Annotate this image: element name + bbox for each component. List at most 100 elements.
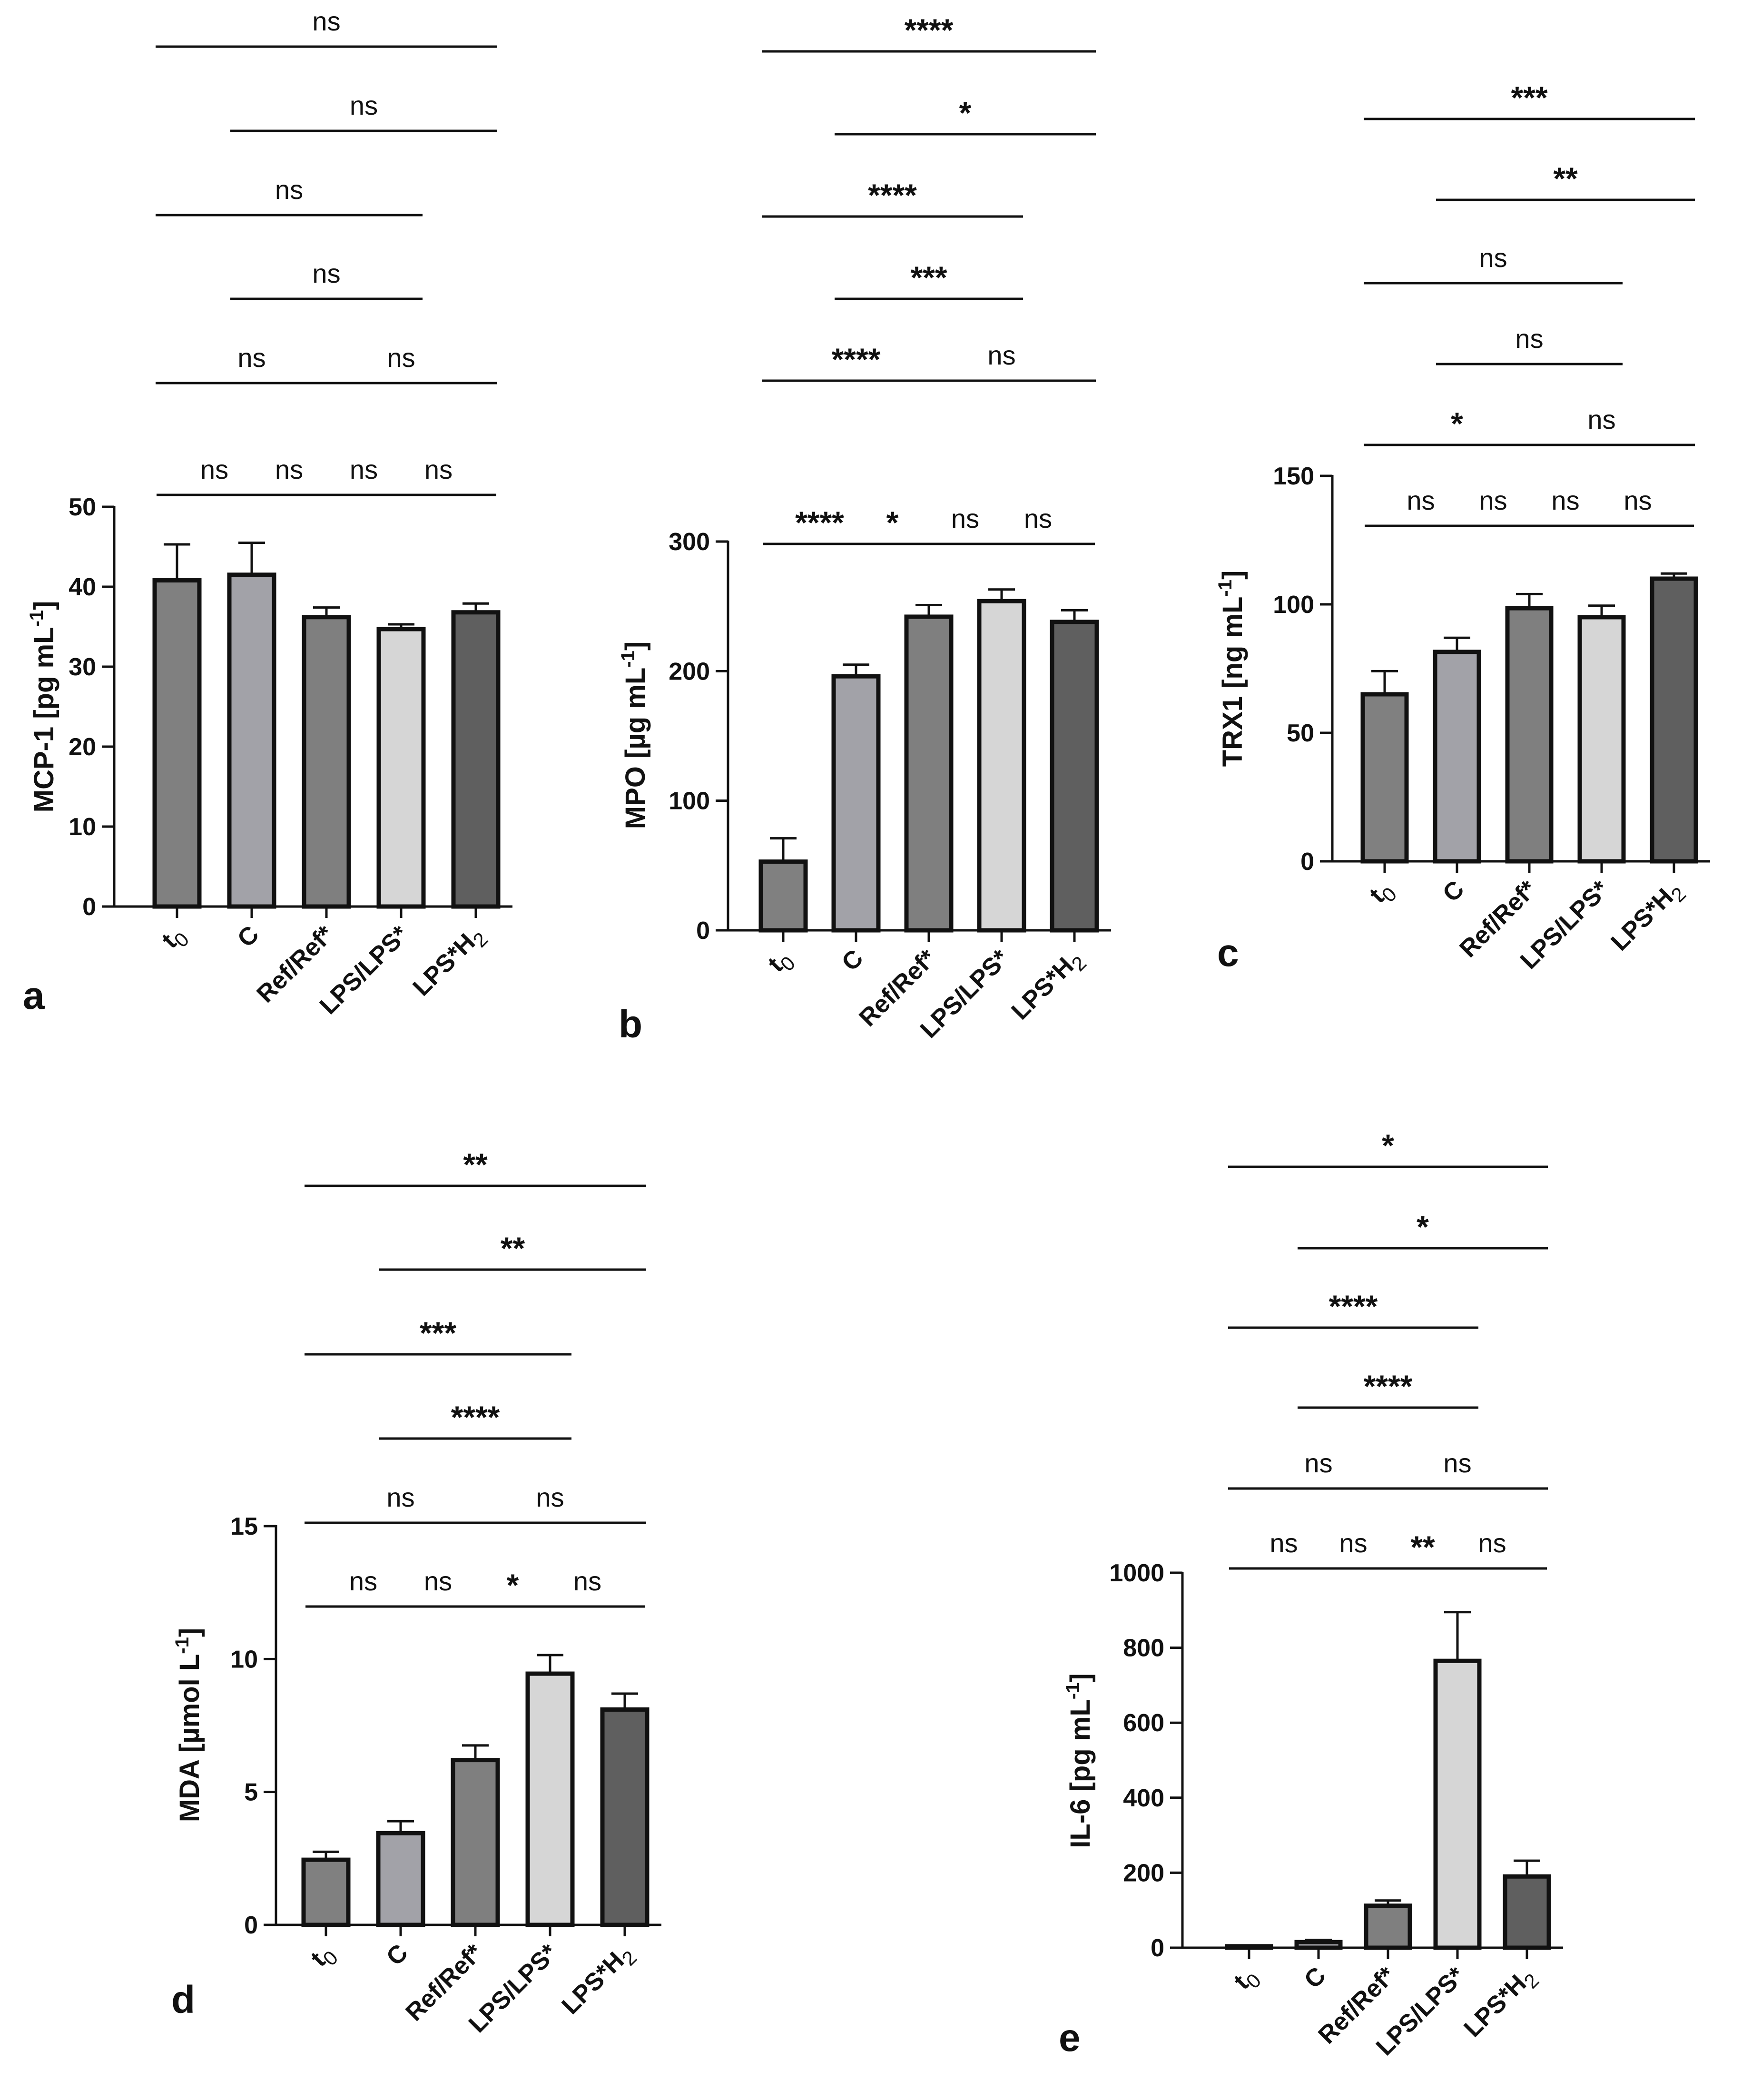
y-tick-label: 0: [244, 1912, 258, 1939]
bar-t0: [301, 1857, 351, 1927]
significance-label: ns: [987, 340, 1015, 370]
x-tick-label-t0: t0: [1364, 875, 1401, 912]
y-tick-label: 600: [1123, 1709, 1164, 1737]
significance-label: ****: [795, 505, 844, 540]
panel-letter: d: [171, 1978, 195, 2021]
x-tick-label-C: C: [1299, 1962, 1331, 1994]
y-tick-label: 0: [1300, 848, 1314, 876]
bar-C: [1294, 1940, 1343, 1950]
significance-label: ns: [349, 1566, 377, 1596]
significance-label: ****: [832, 342, 881, 377]
significance-label: ns: [312, 258, 340, 288]
significance-label: ns: [237, 343, 266, 373]
significance-label: ****: [868, 177, 917, 213]
x-tick-label-LPS*H2: LPS*H2: [1459, 1962, 1544, 2046]
bar-t0: [1360, 692, 1409, 864]
significance-label: ns: [386, 1482, 414, 1512]
significance-label: ns: [387, 343, 415, 373]
x-tick-label-C: C: [232, 920, 265, 953]
significance-label: ns: [1515, 324, 1543, 354]
significance-label: ****: [1364, 1369, 1413, 1404]
significance-label: ns: [1024, 503, 1052, 533]
x-tick-label-LPS*H2: LPS*H2: [408, 920, 492, 1005]
significance-label: ns: [951, 503, 979, 533]
bar-LPS/LPS*: [1433, 1658, 1482, 1950]
y-tick-label: 100: [1273, 591, 1314, 619]
significance-label: ns: [424, 454, 453, 484]
y-tick-label: 15: [230, 1513, 258, 1540]
bar-Ref/Ref*: [451, 1758, 500, 1927]
x-tick-label-LPS*H2: LPS*H2: [557, 1939, 641, 2023]
bar-LPS/LPS*: [376, 627, 426, 909]
significance-label: ns: [275, 175, 303, 205]
bar-LPS/LPS*: [1577, 615, 1626, 864]
significance-label: ns: [312, 6, 340, 36]
significance-label: *: [886, 505, 899, 540]
significance-label: ns: [1479, 485, 1507, 515]
y-tick-label: 50: [1287, 720, 1314, 747]
bar-t0: [152, 578, 202, 909]
bar-C: [227, 572, 276, 909]
panel-letter: e: [1059, 2016, 1081, 2060]
bar-C: [376, 1831, 425, 1927]
y-tick-label: 400: [1123, 1785, 1164, 1812]
significance-label: ns: [1304, 1448, 1332, 1478]
y-tick-label: 1000: [1109, 1559, 1164, 1587]
significance-label: ns: [1443, 1448, 1471, 1478]
bar-LPS*H2: [600, 1707, 650, 1927]
bar-LPS*H2: [451, 610, 501, 909]
panel-letter: a: [23, 974, 45, 1017]
y-tick-label: 800: [1123, 1635, 1164, 1662]
significance-label: ***: [420, 1315, 456, 1351]
significance-label: ns: [424, 1566, 452, 1596]
x-tick-label-t0: t0: [763, 944, 800, 981]
y-axis-label: MCP-1 [pg mL-1]: [26, 601, 59, 813]
bar-t0: [758, 859, 808, 933]
y-axis-label: TRX1 [ng mL-1]: [1215, 571, 1248, 767]
y-tick-label: 200: [1123, 1859, 1164, 1887]
bar-LPS*H2: [1050, 620, 1099, 933]
significance-label: ***: [910, 260, 947, 295]
x-tick-label-t0: t0: [157, 920, 194, 957]
y-tick-label: 0: [82, 893, 96, 921]
bar-Ref/Ref*: [1364, 1903, 1412, 1950]
significance-label: ****: [1329, 1289, 1378, 1324]
bar-Ref/Ref*: [302, 615, 351, 909]
panel-letter: b: [619, 1003, 642, 1046]
x-tick-label-LPS*H2: LPS*H2: [1006, 944, 1091, 1029]
significance-label: *: [1451, 406, 1463, 441]
bar-LPS*H2: [1503, 1874, 1551, 1950]
significance-label: ns: [1407, 485, 1435, 515]
significance-label: ns: [1339, 1528, 1367, 1558]
y-tick-label: 40: [69, 573, 96, 601]
significance-label: **: [1553, 161, 1578, 196]
y-axis-label: MPO [µg mL-1]: [618, 641, 651, 829]
bar-C: [831, 674, 881, 933]
y-tick-label: 300: [669, 528, 710, 556]
y-tick-label: 150: [1273, 463, 1314, 490]
y-tick-label: 0: [696, 917, 710, 945]
bar-t0: [1225, 1944, 1273, 1950]
significance-label: ns: [200, 454, 228, 484]
significance-label: ns: [536, 1482, 564, 1512]
significance-label: ns: [275, 454, 303, 484]
x-tick-label-t0: t0: [1229, 1962, 1266, 1999]
x-tick-label-C: C: [381, 1939, 413, 1971]
bar-LPS/LPS*: [525, 1671, 575, 1927]
y-tick-label: 20: [69, 733, 96, 761]
panel-letter: c: [1217, 931, 1239, 975]
significance-label: **: [463, 1147, 488, 1182]
significance-label: *: [1382, 1128, 1394, 1163]
significance-label: *: [1417, 1209, 1429, 1244]
significance-label: ns: [1624, 485, 1652, 515]
significance-label: **: [1410, 1529, 1435, 1565]
significance-label: *: [959, 95, 972, 130]
significance-label: **: [501, 1231, 525, 1266]
y-axis-label: MDA [µmol L-1]: [172, 1628, 205, 1822]
